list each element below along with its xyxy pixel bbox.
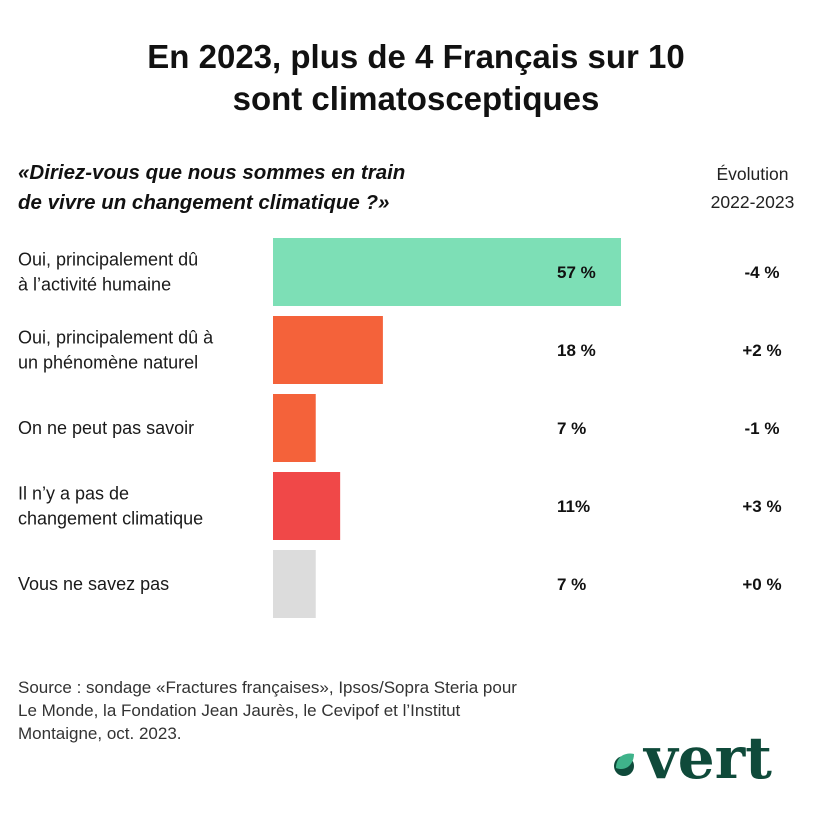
category-label-0-line-1: à l’activité humaine bbox=[18, 275, 171, 295]
value-label-0: 57 % bbox=[557, 263, 596, 282]
category-label-1-line-0: Oui, principalement dû à bbox=[18, 328, 214, 348]
bar-1 bbox=[273, 316, 383, 384]
evolution-label-2: -1 % bbox=[745, 419, 780, 438]
bar-0 bbox=[273, 238, 621, 306]
chart-title-line-1: En 2023, plus de 4 Français sur 10 bbox=[147, 38, 685, 75]
value-label-3: 11% bbox=[557, 497, 590, 516]
source-line-2: Le Monde, la Fondation Jean Jaurès, le C… bbox=[18, 701, 461, 720]
category-label-0-line-0: Oui, principalement dû bbox=[18, 250, 198, 270]
logo-wordmark: vert bbox=[642, 724, 772, 788]
evolution-header-line-2: 2022-2023 bbox=[710, 192, 795, 212]
category-label-3-line-1: changement climatique bbox=[18, 509, 203, 529]
survey-question: «Diriez-vous que nous sommes en train de… bbox=[18, 158, 538, 218]
value-label-1: 18 % bbox=[557, 341, 596, 360]
source-note: Source : sondage «Fractures françaises»,… bbox=[18, 676, 658, 745]
evolution-label-3: +3 % bbox=[742, 497, 781, 516]
bar-chart: Oui, principalement dû à l’activité humai… bbox=[18, 238, 782, 618]
bar-3 bbox=[273, 472, 341, 540]
source-line-1: Source : sondage «Fractures françaises»,… bbox=[18, 678, 517, 697]
chart-title: En 2023, plus de 4 Français sur 10 sont … bbox=[0, 36, 832, 120]
chart-title-line-2: sont climatosceptiques bbox=[232, 80, 600, 117]
survey-question-line-2: de vivre un changement climatique ?» bbox=[18, 191, 390, 214]
bar-2 bbox=[273, 394, 316, 462]
evolution-label-0: -4 % bbox=[745, 263, 780, 282]
category-label-3-line-0: Il n’y a pas de bbox=[18, 484, 129, 504]
evolution-label-1: +2 % bbox=[742, 341, 781, 360]
leaf-icon bbox=[614, 753, 634, 776]
category-label-1-line-1: un phénomène naturel bbox=[18, 353, 198, 373]
evolution-label-4: +0 % bbox=[742, 575, 781, 594]
value-label-2: 7 % bbox=[557, 419, 586, 438]
evolution-column-header: Évolution 2022-2023 bbox=[690, 160, 815, 216]
vert-logo: vert bbox=[614, 724, 772, 788]
category-label-2-line-0: On ne peut pas savoir bbox=[18, 418, 194, 438]
evolution-header-line-1: Évolution bbox=[716, 164, 789, 184]
bar-4 bbox=[273, 550, 316, 618]
survey-question-line-1: «Diriez-vous que nous sommes en train bbox=[18, 161, 406, 184]
category-label-4-line-0: Vous ne savez pas bbox=[18, 574, 169, 594]
source-line-3: Montaigne, oct. 2023. bbox=[18, 724, 182, 743]
value-label-4: 7 % bbox=[557, 575, 586, 594]
